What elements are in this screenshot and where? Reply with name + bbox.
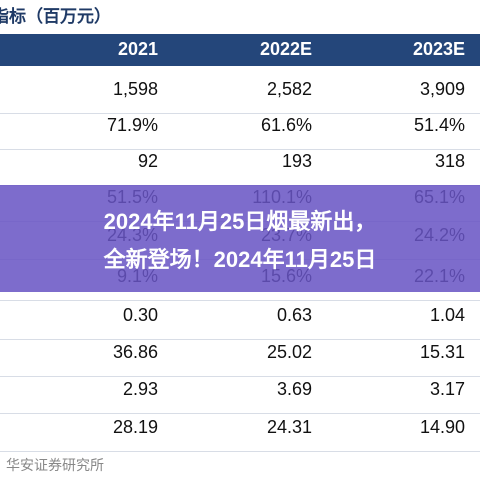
column-header: 2021 — [117, 39, 158, 59]
column-header: 2023E — [412, 39, 465, 59]
table-cell: 61.6% — [260, 115, 312, 135]
table-cell: 28.19 — [112, 417, 158, 437]
table-cell: 15.31 — [419, 342, 465, 362]
overlay-banner — [0, 185, 480, 292]
table-cell: 2,582 — [266, 79, 312, 99]
table-cell: 1,598 — [112, 79, 158, 99]
table-cell: 0.63 — [276, 305, 312, 325]
table-cell: 3.69 — [276, 379, 312, 399]
column-header: 2022E — [259, 39, 312, 59]
table-cell: 51.4% — [413, 115, 465, 135]
row-separator — [0, 413, 480, 414]
table-cell: 24.31 — [266, 417, 312, 437]
table-cell: 2.93 — [122, 379, 158, 399]
table-cell: 3.17 — [429, 379, 465, 399]
header-row — [0, 34, 480, 66]
overlay-text: 2024年11月25日烟最新出， — [103, 209, 377, 234]
table-cell: 193 — [281, 151, 312, 171]
table-cell: 71.9% — [106, 115, 158, 135]
table-cell: 318 — [434, 151, 465, 171]
table-cell: 14.90 — [419, 417, 465, 437]
row-separator — [0, 300, 480, 301]
table-cell: 3,909 — [419, 79, 465, 99]
table-cell: 1.04 — [429, 305, 465, 325]
source: 华安证券研究所 — [6, 457, 104, 473]
table-cell: 36.86 — [112, 342, 158, 362]
table-cell: 0.30 — [122, 305, 158, 325]
row-separator — [0, 113, 480, 114]
row-separator — [0, 149, 480, 150]
row-separator — [0, 339, 480, 340]
overlay-text: 全新登场！2024年11月25日 — [103, 247, 377, 272]
table-cell: 25.02 — [266, 342, 312, 362]
table-cell: 92 — [137, 151, 158, 171]
row-separator — [0, 451, 480, 452]
row-separator — [0, 376, 480, 377]
table-title: 指标（百万元） — [0, 7, 111, 26]
